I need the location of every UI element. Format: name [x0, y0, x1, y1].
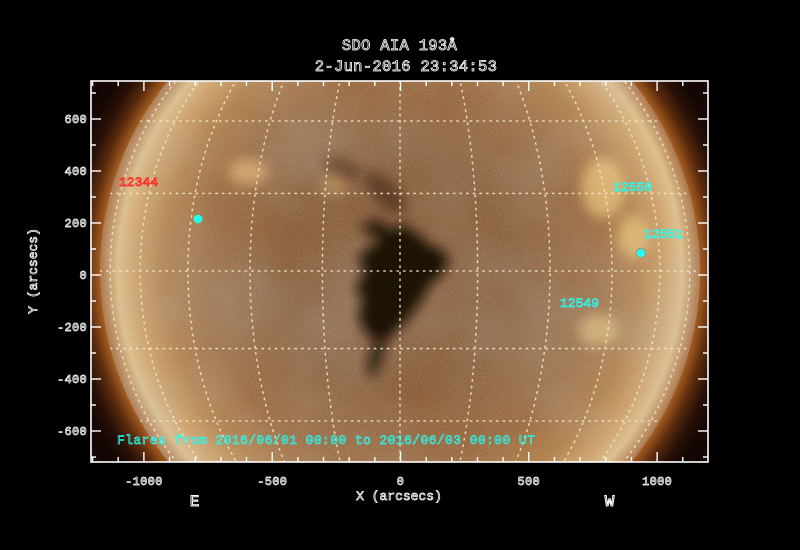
svg-text:W: W — [605, 493, 615, 511]
svg-text:0: 0 — [397, 475, 405, 489]
svg-text:12550: 12550 — [613, 180, 652, 195]
svg-text:E: E — [190, 493, 200, 511]
svg-text:-400: -400 — [57, 373, 87, 387]
svg-text:2-Jun-2016 23:34:53: 2-Jun-2016 23:34:53 — [315, 58, 497, 76]
svg-text:X (arcsecs): X (arcsecs) — [356, 489, 442, 504]
svg-text:-500: -500 — [257, 475, 287, 489]
svg-text:SDO AIA 193Å: SDO AIA 193Å — [342, 37, 458, 55]
svg-text:12551: 12551 — [644, 227, 683, 242]
svg-text:-200: -200 — [57, 321, 87, 335]
svg-text:Flares from 2016/06/01 00:00 t: Flares from 2016/06/01 00:00 to 2016/06/… — [117, 433, 535, 448]
svg-text:200: 200 — [64, 217, 87, 231]
svg-text:Y (arcsecs): Y (arcsecs) — [26, 228, 41, 314]
svg-text:12549: 12549 — [560, 296, 599, 311]
svg-text:400: 400 — [64, 165, 87, 179]
svg-text:500: 500 — [518, 475, 541, 489]
svg-text:12344: 12344 — [119, 175, 158, 190]
svg-text:0: 0 — [79, 269, 87, 283]
svg-text:-1000: -1000 — [125, 475, 163, 489]
svg-text:-600: -600 — [57, 425, 87, 439]
svg-text:1000: 1000 — [642, 475, 672, 489]
svg-text:600: 600 — [64, 113, 87, 127]
